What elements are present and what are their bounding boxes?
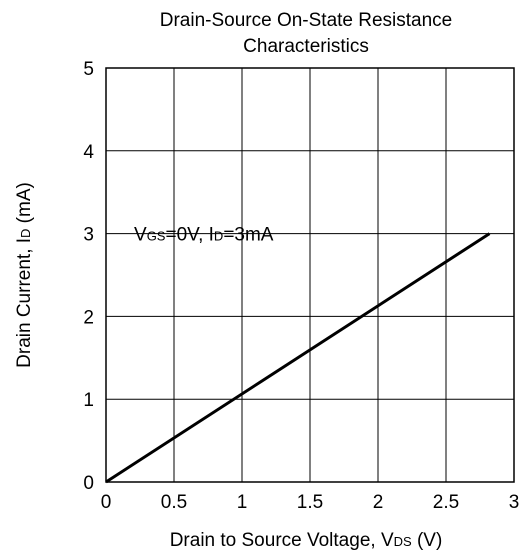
y-tick-label: 1	[83, 390, 94, 411]
y-tick-label: 3	[83, 225, 94, 246]
curve-annotation: VGS=0V, ID=3mA	[134, 225, 274, 246]
y-tick-label: 5	[83, 59, 94, 80]
y-tick-label: 4	[83, 142, 94, 163]
x-tick-label: 2.5	[433, 492, 459, 513]
y-tick-label: 2	[83, 307, 94, 328]
y-tick-labels: 0 1 2 3 4 5	[83, 59, 94, 494]
x-axis-label: Drain to Source Voltage, VDS (V)	[170, 530, 443, 551]
grid	[106, 68, 514, 482]
chart-title-line-2: Characteristics	[243, 36, 369, 57]
series-group	[105, 232, 491, 484]
x-tick-label: 1.5	[297, 492, 323, 513]
y-axis-label: Drain Current, ID (mA)	[14, 182, 35, 368]
series-line	[105, 232, 491, 484]
x-tick-label: 2	[373, 492, 384, 513]
x-tick-labels: 0 0.5 1 1.5 2 2.5 3	[101, 492, 520, 513]
plot-frame	[105, 67, 515, 483]
x-tick-label: 0.5	[161, 492, 187, 513]
chart-title-line-1: Drain-Source On-State Resistance	[160, 10, 453, 31]
x-tick-label: 1	[237, 492, 248, 513]
x-tick-label: 3	[509, 492, 520, 513]
x-tick-label: 0	[101, 492, 112, 513]
y-tick-label: 0	[83, 473, 94, 494]
